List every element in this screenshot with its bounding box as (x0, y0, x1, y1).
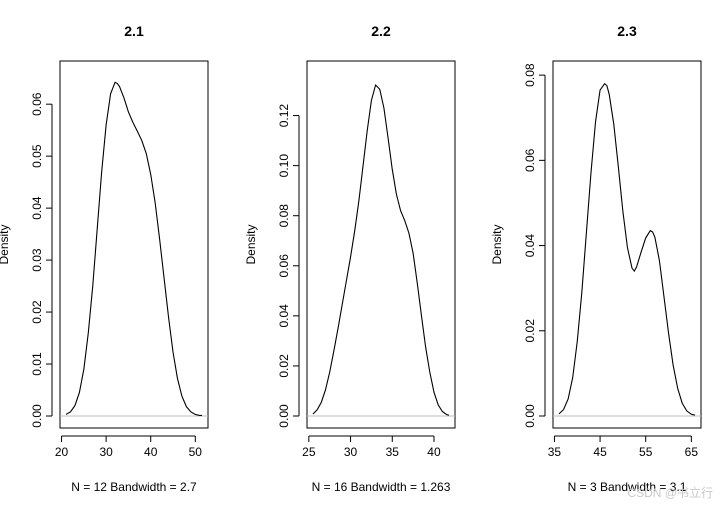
y-tick-label: 0.00 (277, 404, 291, 428)
y-tick-label: 0.02 (523, 319, 537, 343)
x-tick-label: 20 (55, 445, 69, 459)
y-tick-label: 0.06 (30, 92, 44, 116)
x-tick-label: 65 (685, 445, 699, 459)
y-tick-label: 0.02 (277, 354, 291, 378)
x-axis-title: N = 16 Bandwidth = 1.263 (312, 480, 451, 494)
x-tick-label: 35 (386, 445, 400, 459)
y-tick-label: 0.06 (277, 254, 291, 278)
y-tick-label: 0.12 (277, 104, 291, 128)
y-tick-label: 0.04 (523, 234, 537, 258)
y-axis-title: Density (490, 224, 504, 264)
y-tick-label: 0.10 (277, 154, 291, 178)
density-curve (312, 83, 450, 416)
y-tick-label: 0.02 (30, 300, 44, 324)
density-panel-3: 2.3 35 45 55 65 0.00 0.02 0.04 0.06 0.08 Density N … (490, 23, 702, 494)
y-tick-label: 0.06 (523, 148, 537, 172)
y-tick-label: 0.08 (277, 204, 291, 228)
x-axis-title: N = 12 Bandwidth = 2.7 (71, 480, 197, 494)
density-panel-2: 2.2 25 30 35 40 0.00 0.02 0.04 0.06 0.08 0.10 0.12 D… (244, 23, 456, 494)
x-axis-title: N = 3 Bandwidth = 3.1 (568, 480, 687, 494)
x-tick-label: 55 (639, 445, 653, 459)
x-tick-label: 25 (302, 445, 316, 459)
y-tick-label: 0.00 (523, 404, 537, 428)
panel-title: 2.1 (124, 23, 144, 39)
watermark-text: CSDN @书立行 (627, 486, 713, 500)
x-tick-label: 40 (144, 445, 158, 459)
plot-frame (552, 60, 702, 429)
y-axis-title: Density (244, 224, 258, 264)
panel-title: 2.3 (617, 23, 637, 39)
plot-frame (59, 60, 209, 429)
density-curve (65, 81, 202, 417)
density-panel-1: 2.1 20 30 40 50 0.00 0.01 0.02 0.03 0.04 0.05 0.06 D… (0, 23, 209, 494)
y-axis-title: Density (0, 224, 11, 264)
panel-title: 2.2 (371, 23, 391, 39)
x-tick-label: 50 (189, 445, 203, 459)
x-tick-label: 40 (427, 445, 441, 459)
y-tick-label: 0.04 (30, 196, 44, 220)
x-tick-label: 30 (344, 445, 358, 459)
x-tick-label: 35 (548, 445, 562, 459)
x-tick-label: 45 (593, 445, 607, 459)
density-curve (558, 82, 696, 416)
x-tick-label: 30 (99, 445, 113, 459)
y-tick-label: 0.00 (30, 404, 44, 428)
plot-frame (306, 60, 456, 429)
y-tick-label: 0.04 (277, 304, 291, 328)
y-tick-label: 0.08 (523, 63, 537, 87)
y-tick-label: 0.01 (30, 352, 44, 376)
y-tick-label: 0.03 (30, 248, 44, 272)
y-tick-label: 0.05 (30, 144, 44, 168)
